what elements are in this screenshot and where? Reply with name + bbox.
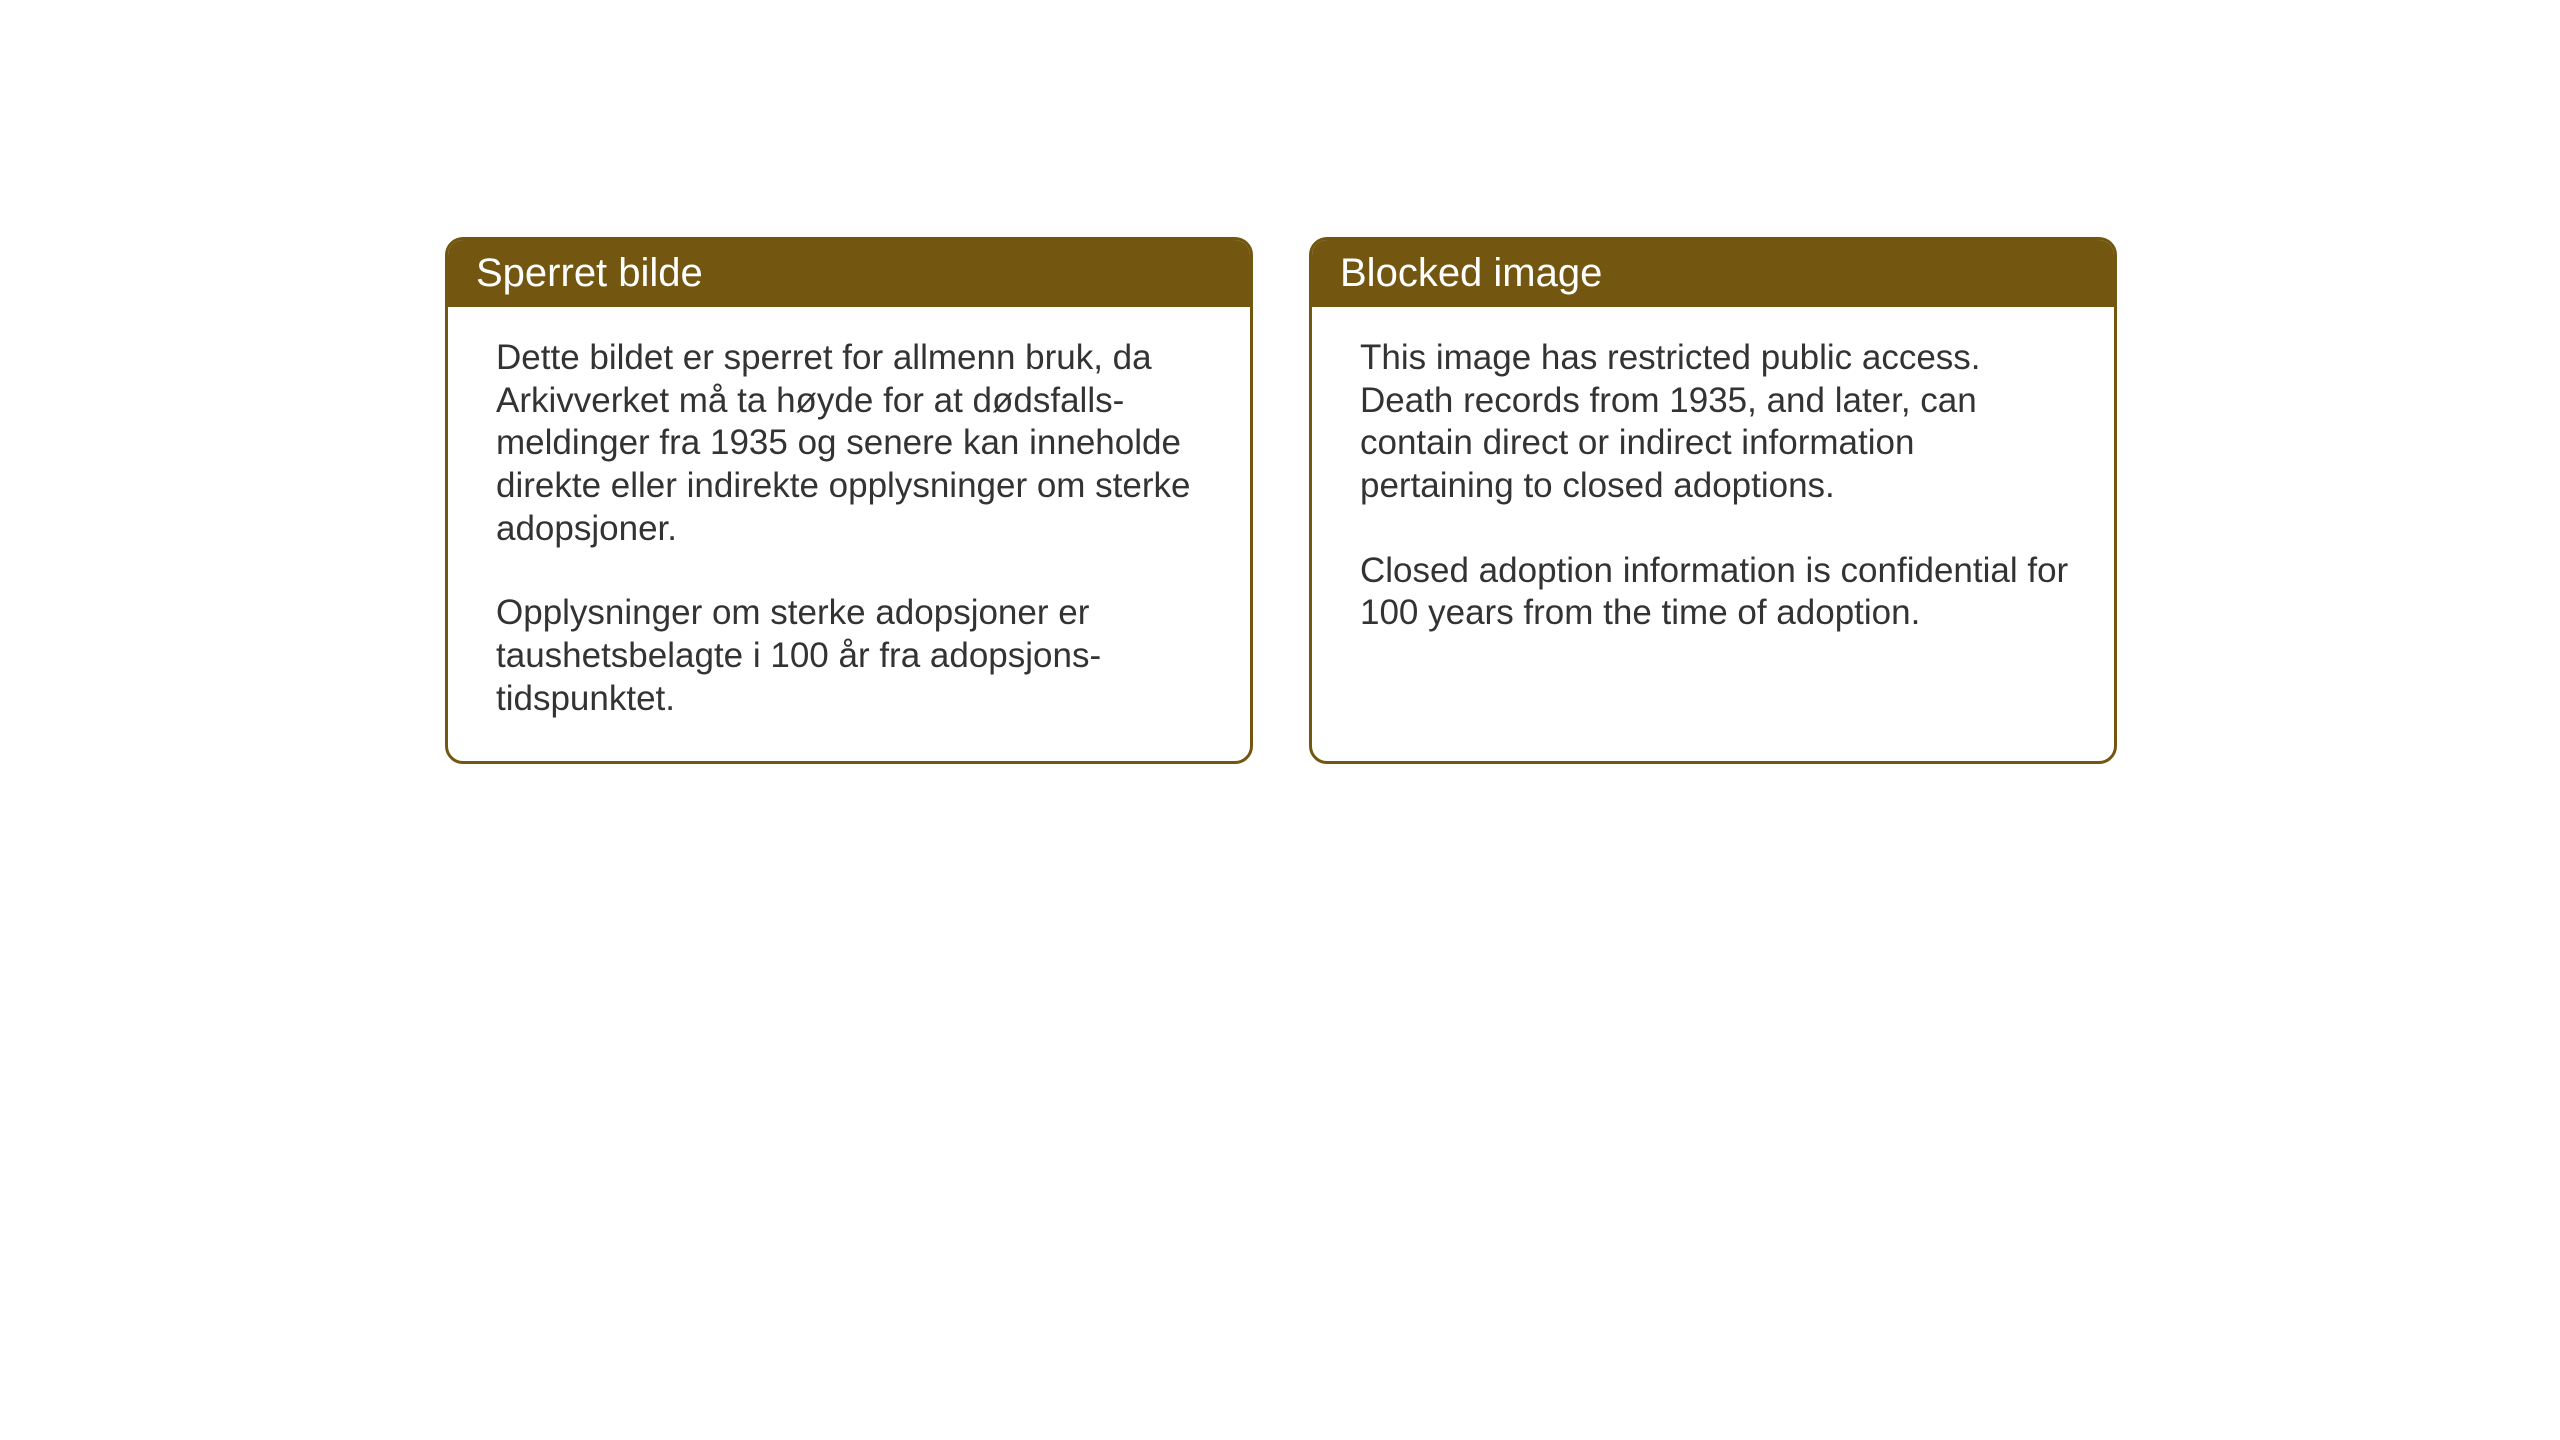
notice-text-norwegian-p2: Opplysninger om sterke adopsjoner er tau… [496,592,1210,720]
notice-header-norwegian: Sperret bilde [448,240,1250,307]
notice-text-english-p1: This image has restricted public access.… [1360,337,2074,508]
notice-text-english-p2: Closed adoption information is confident… [1360,550,2074,635]
notice-body-norwegian: Dette bildet er sperret for allmenn bruk… [448,307,1250,761]
notice-body-english: This image has restricted public access.… [1312,307,2114,675]
notice-box-norwegian: Sperret bilde Dette bildet er sperret fo… [445,237,1253,764]
notice-container: Sperret bilde Dette bildet er sperret fo… [445,237,2117,764]
notice-box-english: Blocked image This image has restricted … [1309,237,2117,764]
notice-text-norwegian-p1: Dette bildet er sperret for allmenn bruk… [496,337,1210,550]
notice-header-english: Blocked image [1312,240,2114,307]
